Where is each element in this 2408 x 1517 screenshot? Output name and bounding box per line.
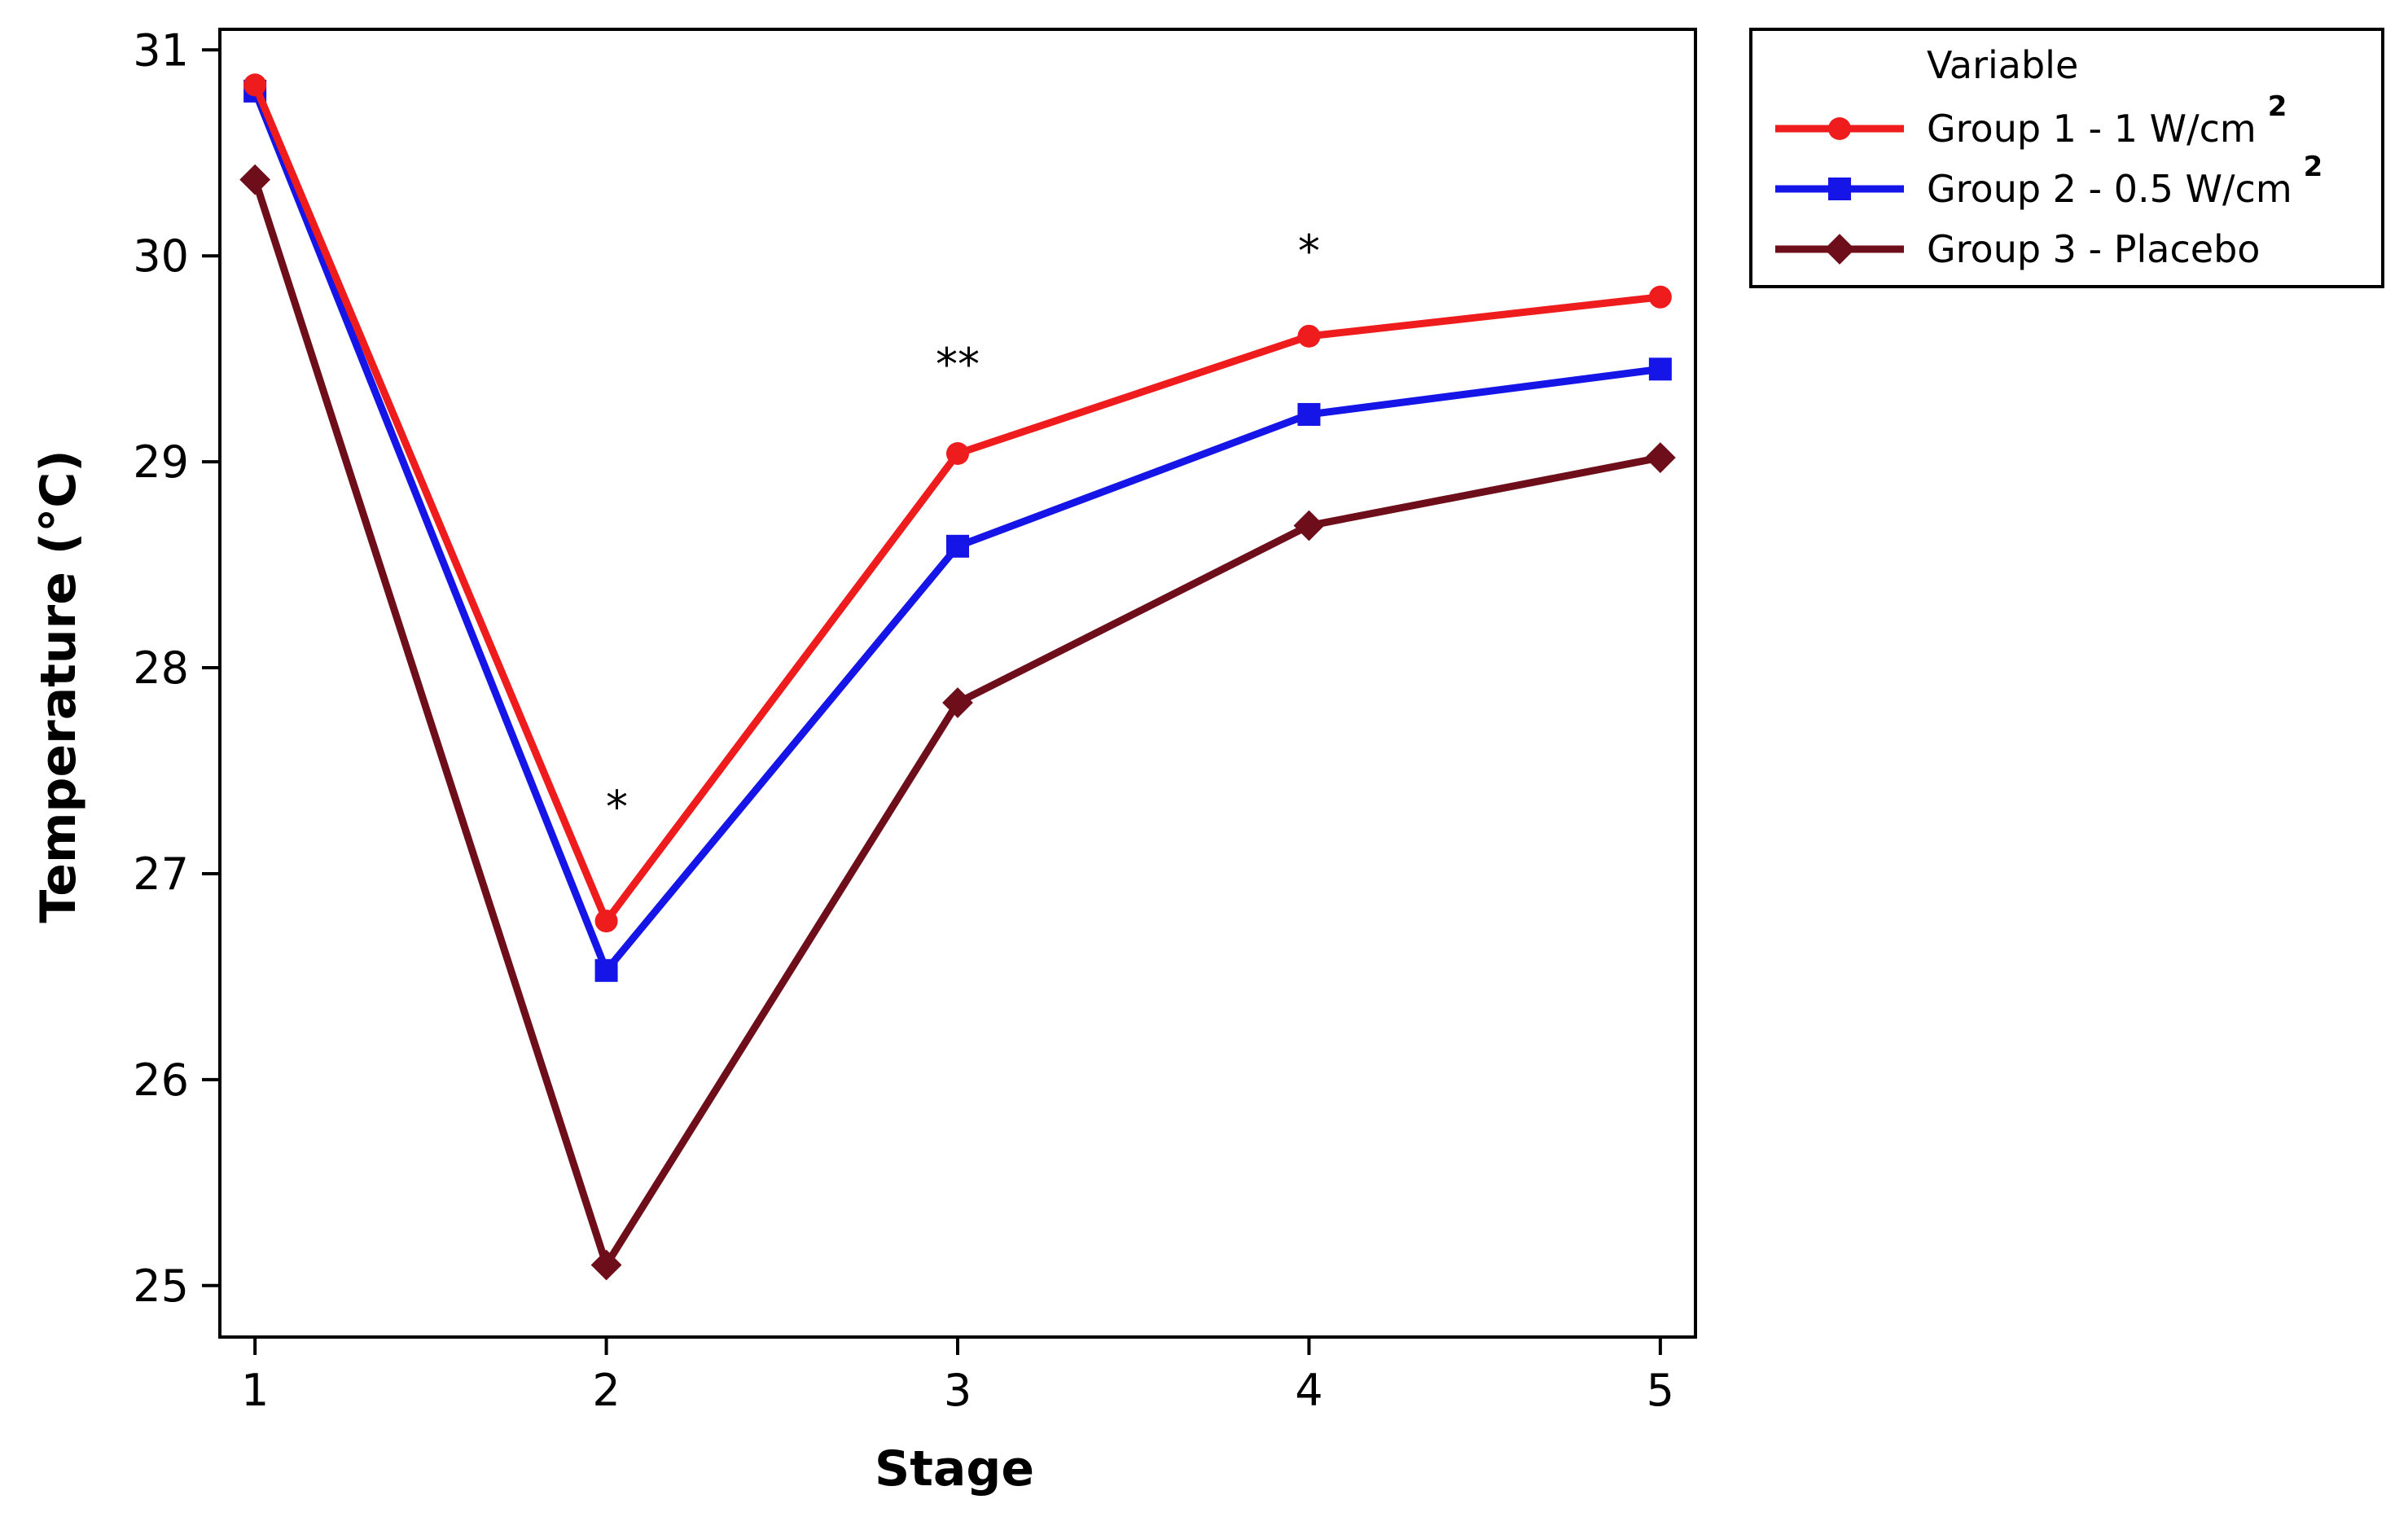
x-axis-title: Stage xyxy=(875,1440,1034,1497)
plot-area-frame xyxy=(218,28,1697,1339)
series-layer xyxy=(239,73,1676,1281)
y-tick-label: 26 xyxy=(133,1054,189,1106)
data-point xyxy=(1644,442,1676,473)
series-2 xyxy=(243,79,1672,982)
legend-marker xyxy=(1828,117,1851,140)
y-tick-label: 25 xyxy=(133,1261,189,1312)
significance-annotation: ** xyxy=(936,339,980,390)
legend-marker xyxy=(1824,234,1855,265)
data-point xyxy=(1648,357,1672,381)
data-point xyxy=(1648,285,1672,309)
data-point xyxy=(1297,324,1321,348)
y-tick-label: 30 xyxy=(133,230,189,282)
x-axis-ticks: 1 2 3 4 5 xyxy=(241,1337,1674,1416)
data-point xyxy=(594,910,618,933)
x-tick-label: 2 xyxy=(592,1365,620,1416)
legend-superscript: 2 xyxy=(2304,151,2323,183)
x-tick-label: 1 xyxy=(241,1365,269,1416)
data-point xyxy=(946,442,969,466)
x-tick-label: 5 xyxy=(1647,1365,1674,1416)
y-axis-ticks: 25 26 27 28 29 30 31 xyxy=(133,24,220,1312)
legend-item-1: Group 1 - 1 W/cm 2 xyxy=(1775,90,2287,151)
legend-label: Group 3 - Placebo xyxy=(1927,227,2260,271)
significance-annotation: * xyxy=(606,782,628,833)
y-tick-label: 28 xyxy=(133,642,189,694)
y-tick-label: 29 xyxy=(133,436,189,488)
legend-marker xyxy=(1828,178,1851,200)
legend-frame xyxy=(1749,28,2384,288)
data-point xyxy=(239,164,271,195)
legend-item-2: Group 2 - 0.5 W/cm 2 xyxy=(1775,151,2322,211)
x-tick-label: 3 xyxy=(944,1365,972,1416)
legend-item-3: Group 3 - Placebo xyxy=(1775,227,2260,271)
data-point xyxy=(590,1249,622,1281)
series-line xyxy=(251,83,1661,925)
data-point xyxy=(1297,402,1321,426)
legend-label: Group 2 - 0.5 W/cm xyxy=(1927,167,2292,211)
legend-title: Variable xyxy=(1927,43,2078,87)
data-point xyxy=(946,534,969,558)
y-tick-label: 27 xyxy=(133,848,189,900)
data-point xyxy=(942,687,973,718)
data-point xyxy=(243,73,267,97)
significance-annotation: * xyxy=(1298,226,1320,277)
annotations-layer: **** xyxy=(606,226,1320,833)
legend-superscript: 2 xyxy=(2268,90,2287,123)
data-point xyxy=(594,958,618,982)
series-1 xyxy=(243,73,1672,933)
y-axis-title: Temperature (°C) xyxy=(30,449,87,923)
series-3 xyxy=(239,164,1676,1281)
y-tick-label: 31 xyxy=(133,24,189,76)
legend-label: Group 1 - 1 W/cm xyxy=(1927,107,2257,151)
data-point xyxy=(1293,510,1325,541)
x-tick-label: 4 xyxy=(1295,1365,1322,1416)
